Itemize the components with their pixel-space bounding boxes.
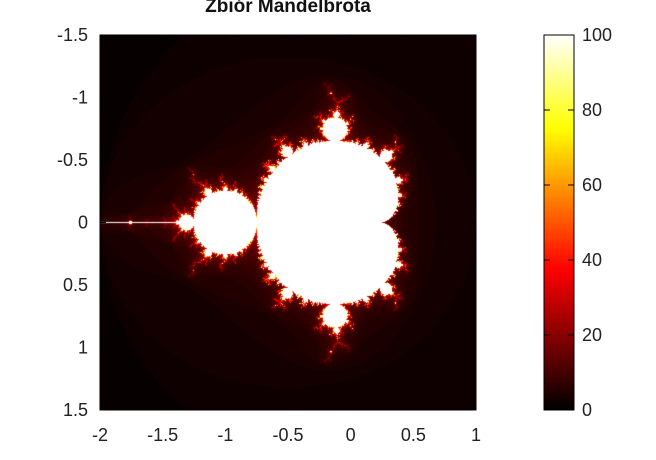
colorbar-tick-label: 0	[582, 400, 592, 420]
x-tick-label: -1.5	[147, 425, 178, 445]
tick-group: -2 -1.5 -1 -0.5 0 0.5 1 -1.5 -1 -0.5 0 0.5 1 1.5 0 20 40…	[57, 25, 612, 445]
y-tick-label: 1.5	[63, 400, 88, 420]
chart-title: Zbiór Mandelbrota	[205, 0, 371, 17]
colorbar-tick-label: 40	[582, 250, 602, 270]
y-tick-label: -1	[72, 88, 88, 108]
colorbar-tick-label: 20	[582, 325, 602, 345]
plot-frame	[99, 34, 477, 411]
x-tick-label: -1	[217, 425, 233, 445]
mandelbrot-heatmap	[100, 35, 476, 410]
colorbar-tick-label: 60	[582, 175, 602, 195]
y-tick-label: 1	[78, 338, 88, 358]
y-tick-label: -0.5	[57, 150, 88, 170]
x-tick-label: 1	[471, 425, 481, 445]
x-tick-label: 0.5	[401, 425, 426, 445]
y-tick-label: -1.5	[57, 25, 88, 45]
colorbar-tick-label: 100	[582, 25, 612, 45]
x-tick-label: -0.5	[272, 425, 303, 445]
y-tick-label: 0	[78, 213, 88, 233]
y-tick-label: 0.5	[63, 275, 88, 295]
x-tick-label: 0	[346, 425, 356, 445]
x-tick-label: -2	[92, 425, 108, 445]
colorbar	[544, 35, 574, 410]
colorbar-frame	[543, 34, 575, 411]
colorbar-tick-label: 80	[582, 100, 602, 120]
